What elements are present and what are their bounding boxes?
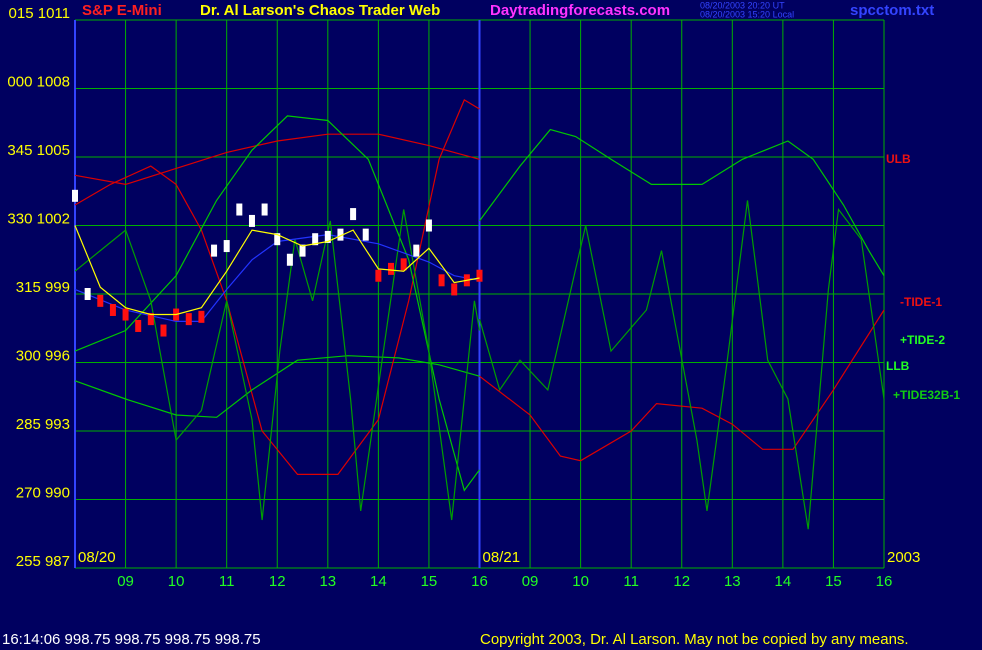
y-tick-label: 345 1005 — [7, 142, 70, 159]
timestamp-ut: 08/20/2003 20:20 UT — [700, 0, 785, 10]
price-bar — [122, 308, 129, 321]
x-tick-label: 14 — [775, 573, 792, 590]
price-bar — [476, 269, 483, 282]
file-name: spcctom.txt — [850, 2, 934, 19]
x-tick-label: 15 — [825, 573, 842, 590]
header-title: Dr. Al Larson's Chaos Trader Web — [200, 2, 440, 19]
price-bar — [97, 294, 104, 307]
y-tick-label: 315 999 — [16, 279, 70, 296]
price-bar — [72, 189, 78, 202]
price-bar — [438, 274, 445, 287]
price-bar — [413, 244, 420, 257]
price-bar — [350, 208, 357, 221]
y-tick-label: 270 990 — [16, 484, 70, 501]
symbol: S&P E-Mini — [82, 2, 162, 19]
price-bar — [451, 283, 458, 296]
price-bar — [147, 313, 154, 326]
price-bar — [84, 288, 91, 300]
x-tick-label: 12 — [673, 573, 690, 590]
date-label: 2003 — [887, 549, 920, 566]
x-tick-label: 14 — [370, 573, 387, 590]
series-line — [74, 99, 885, 475]
price-bar — [324, 230, 331, 243]
status: 16:14:06 998.75 998.75 998.75 998.75 — [2, 631, 261, 648]
grid — [74, 19, 885, 569]
price-bar — [223, 240, 230, 253]
x-tick-label: 11 — [623, 573, 639, 590]
x-tick-label: 16 — [471, 573, 488, 590]
y-tick-label: 285 993 — [16, 416, 70, 433]
price-bar — [286, 253, 293, 266]
price-bar — [388, 262, 395, 275]
y-tick-label: 330 1002 — [7, 210, 70, 227]
price-bar — [400, 258, 407, 271]
legend-label: +TIDE-2 — [900, 333, 945, 347]
timestamp-local: 08/20/2003 15:20 Local — [700, 9, 794, 19]
legend-label: ULB — [886, 152, 911, 166]
series-line — [74, 133, 480, 186]
price-bar — [337, 228, 344, 241]
price-bar — [236, 203, 243, 216]
x-tick-label: 12 — [269, 573, 286, 590]
price-bar — [198, 310, 205, 323]
x-tick-label: 13 — [724, 573, 741, 590]
price-bar — [375, 269, 382, 282]
series-line — [74, 355, 480, 418]
price-bar — [274, 233, 281, 246]
price-bar — [160, 324, 167, 337]
x-tick-label: 09 — [117, 573, 134, 590]
date-label: 08/21 — [483, 549, 521, 566]
legend-label: -TIDE-1 — [900, 295, 942, 309]
series-line — [74, 225, 480, 316]
price-bar — [135, 319, 142, 332]
site: Daytradingforecasts.com — [490, 2, 670, 19]
price-bar — [312, 233, 319, 246]
price-bar — [261, 203, 268, 216]
plot-lines — [72, 99, 885, 530]
price-bar — [248, 214, 255, 227]
legend-label: LLB — [886, 359, 910, 373]
y-tick-label: 015 1011 — [9, 5, 70, 22]
series-line — [74, 233, 480, 322]
y-tick-label: 000 1008 — [7, 73, 70, 90]
price-bar — [425, 219, 432, 232]
x-tick-label: 16 — [876, 573, 893, 590]
price-bar — [362, 228, 369, 241]
labels: S&P E-Mini Dr. Al Larson's Chaos Trader … — [2, 0, 960, 648]
x-tick-label: 09 — [522, 573, 539, 590]
price-bar — [211, 244, 218, 257]
price-bar — [299, 244, 306, 257]
x-tick-label: 10 — [572, 573, 589, 590]
x-tick-label: 15 — [421, 573, 438, 590]
date-label: 08/20 — [78, 549, 116, 566]
y-tick-label: 255 987 — [16, 553, 70, 570]
series-line — [74, 115, 885, 492]
x-tick-label: 10 — [168, 573, 185, 590]
x-tick-label: 11 — [219, 573, 235, 590]
y-tick-label: 300 996 — [16, 347, 70, 364]
x-tick-label: 13 — [319, 573, 336, 590]
legend-label: +TIDE32B-1 — [893, 388, 960, 402]
copyright: Copyright 2003, Dr. Al Larson. May not b… — [480, 631, 909, 648]
price-bar — [109, 303, 116, 316]
price-bar — [185, 313, 192, 326]
